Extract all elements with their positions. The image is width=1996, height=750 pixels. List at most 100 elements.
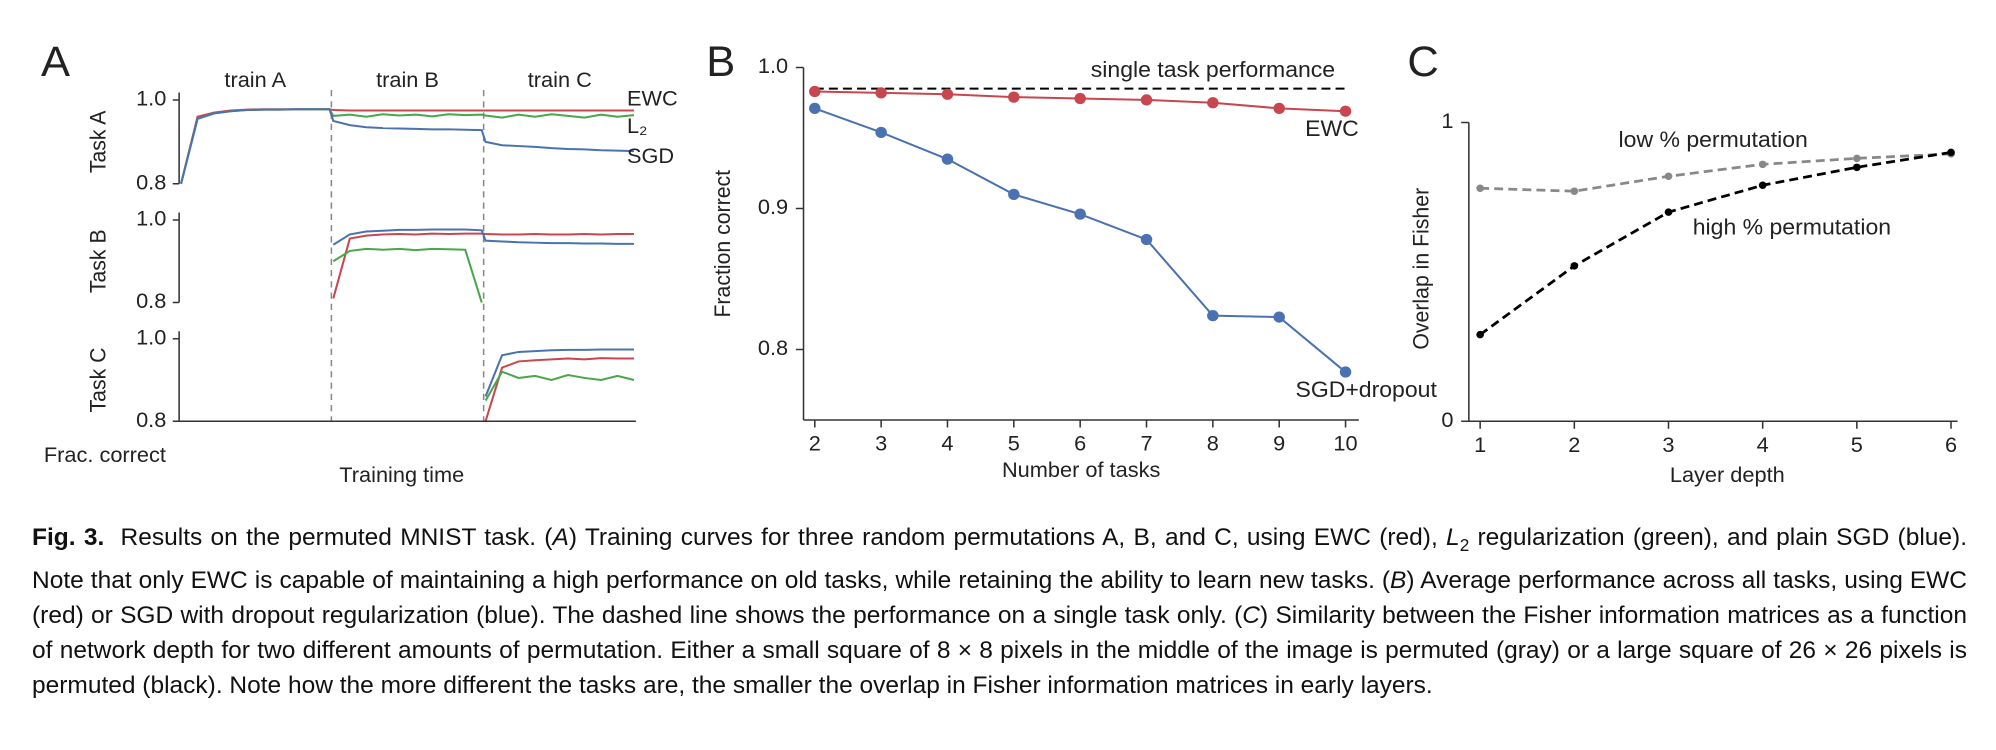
x-tick-label: 5 [1008,432,1020,456]
series-line [1479,151,1952,336]
training-curve [484,357,634,422]
data-point [1570,262,1579,270]
data-point [1476,330,1484,339]
data-point [1207,310,1219,322]
caption: Fig. 3. Results on the permuted MNIST ta… [32,520,1967,703]
data-point [1476,184,1484,192]
y-tick-label: 0 [1441,408,1453,432]
data-point [941,88,954,100]
data-point [1758,160,1767,169]
training-curve [180,108,634,184]
data-point [809,85,821,98]
data-point [1853,163,1861,172]
series-label: high % permutation [1693,214,1891,240]
data-point [1339,105,1352,117]
panel-letter: A [41,39,70,86]
training-curve [484,370,635,402]
x-axis-title: Number of tasks [1002,458,1160,482]
legend-label: EWC [627,87,678,111]
caption-text: C [1242,601,1260,629]
caption-text: L [1446,524,1460,551]
y-tick-label: 1.0 [758,54,788,78]
y-tick-label: 1.0 [136,207,166,231]
data-point [1273,311,1285,323]
y-tick-label: 0.8 [136,289,166,313]
data-point [875,87,887,99]
data-point [1207,97,1219,109]
data-point [1008,188,1020,201]
y-axis-label: Task C [86,348,110,413]
x-tick-label: 6 [1945,433,1957,457]
x-tick-label: 3 [875,432,887,456]
phase-label: train A [224,68,286,92]
series-line [814,107,1347,373]
x-tick-label: 2 [1568,433,1580,457]
y-axis-label: Task B [86,229,110,293]
series-label: low % permutation [1619,126,1808,152]
y-tick-label: 0.8 [758,336,788,360]
x-tick-label: 3 [1662,433,1674,457]
legend-label: SGD [627,144,674,168]
y-tick-label: 0.9 [758,195,788,219]
data-point [1853,154,1861,163]
caption-text: B [1390,566,1407,594]
caption-text: ) Similarity between the Fisher informat… [32,601,1967,699]
training-curve [180,108,635,184]
data-point [1664,208,1673,216]
x-tick-label: 2 [809,432,821,456]
x-tick-label: 4 [941,432,953,456]
x-tick-label: 5 [1851,433,1863,457]
legend-label: L₂ [627,114,648,138]
data-point [1947,148,1955,157]
data-point [1664,172,1673,181]
phase-label: train C [528,68,592,92]
x-axis-title: Training time [339,463,464,487]
training-curve [484,348,634,397]
caption-text: Results on the permuted MNIST task. ( [112,524,553,551]
training-curve [332,228,634,246]
data-point [1273,102,1285,115]
data-point [1140,233,1153,246]
x-tick-label: 10 [1333,432,1357,456]
data-point [1008,91,1020,103]
y-tick-label: 1.0 [136,326,166,350]
training-curve [332,247,483,303]
series-label: SGD+dropout [1295,376,1437,402]
panel-letter: C [1407,39,1438,86]
caption-text: regularization (green), and plain SGD (b… [32,524,1968,594]
data-point [1074,92,1086,105]
x-tick-label: 6 [1074,432,1086,456]
data-point [1074,208,1086,220]
data-point [875,126,887,138]
series-label: EWC [1305,115,1359,141]
data-point [941,153,954,165]
x-tick-label: 8 [1207,432,1219,456]
x-tick-label: 7 [1140,432,1152,456]
caption-text: ) Training curves for three random permu… [568,524,1447,551]
data-point [1758,181,1767,189]
series-line [1480,152,1952,193]
training-curve [180,108,635,184]
x-tick-label: 4 [1757,433,1769,457]
y-tick-label: 1.0 [136,87,166,111]
y-tick-label: 0.8 [136,408,166,432]
data-point [1570,187,1579,195]
data-point [809,102,821,115]
y-tick-label: 0.8 [136,171,166,195]
data-point [1339,366,1352,378]
y-axis-title: Overlap in Fisher [1409,188,1433,350]
y-axis-title: Fraction correct [711,170,735,318]
x-axis-title: Layer depth [1670,463,1785,487]
data-point [1140,94,1153,106]
caption-text: 2 [1459,534,1470,555]
x-tick-label: 1 [1474,433,1486,457]
caption-text: A [552,524,569,551]
y-axis-label: Task A [86,110,110,173]
y-axis-title: Frac. correct [44,443,166,467]
reference-label: single task performance [1091,56,1335,82]
phase-label: train B [376,68,439,92]
caption-text: Fig. 3. [32,524,105,551]
x-tick-label: 9 [1273,432,1285,456]
